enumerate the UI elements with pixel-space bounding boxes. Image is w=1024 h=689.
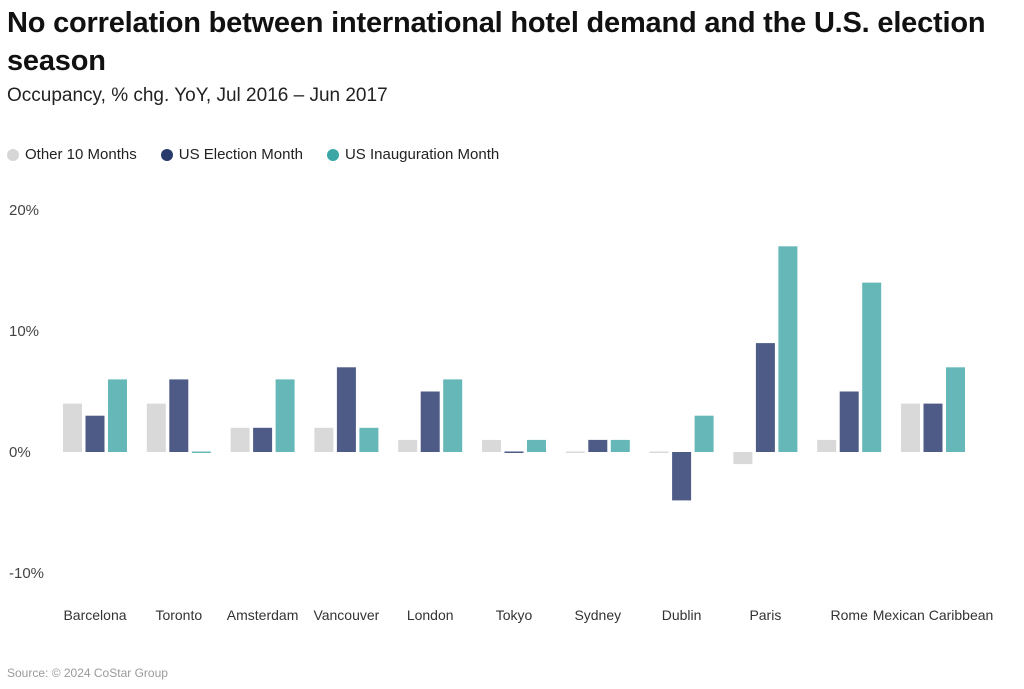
- bar-vancouver-us-election-month[interactable]: [336, 367, 356, 452]
- bar-tokyo-us-election-month[interactable]: [504, 451, 524, 454]
- legend-label: US Election Month: [178, 146, 303, 163]
- bar-sydney-us-inauguration-month[interactable]: [610, 439, 630, 452]
- bar-toronto-us-inauguration-month[interactable]: [191, 451, 211, 454]
- bar-sydney-other-10-months[interactable]: [565, 451, 585, 454]
- x-category-label: Rome: [831, 607, 869, 623]
- x-category-label: Toronto: [155, 607, 202, 623]
- bar-mexican-caribbean-us-inauguration-month[interactable]: [946, 367, 965, 452]
- y-tick-label: -10%: [9, 565, 44, 582]
- legend-dot-icon: [326, 148, 339, 161]
- bar-mexican-caribbean-other-10-months[interactable]: [901, 403, 920, 452]
- x-category-label: Barcelona: [63, 607, 126, 623]
- category-labels: Barcelona Toronto Amsterdam Vancouver London…: [63, 607, 993, 623]
- bar-dublin-us-inauguration-month[interactable]: [694, 415, 714, 452]
- legend-item-us-inauguration-month[interactable]: US Inauguration Month: [326, 146, 500, 163]
- bar-mexican-caribbean-us-election-month[interactable]: [923, 403, 943, 452]
- legend: Other 10 Months US Election Month US Ina…: [7, 146, 523, 163]
- chart-subtitle: Occupancy, % chg. YoY, Jul 2016 – Jun 20…: [7, 85, 388, 106]
- bar-toronto-other-10-months[interactable]: [146, 403, 166, 452]
- y-axis-ticks: 20% 10% 0% -10%: [9, 202, 44, 582]
- source-note: Source: © 2024 CoStar Group: [7, 666, 168, 680]
- bar-vancouver-us-inauguration-month[interactable]: [359, 427, 379, 452]
- bar-barcelona-us-inauguration-month[interactable]: [108, 379, 127, 452]
- bar-barcelona-other-10-months[interactable]: [63, 403, 82, 452]
- bar-paris-us-inauguration-month[interactable]: [778, 246, 798, 452]
- bar-london-us-inauguration-month[interactable]: [443, 379, 463, 452]
- chart-title: No correlation between international hot…: [7, 7, 986, 77]
- bar-amsterdam-us-election-month[interactable]: [253, 427, 273, 452]
- bar-paris-us-election-month[interactable]: [755, 343, 775, 452]
- bar-amsterdam-other-10-months[interactable]: [230, 427, 250, 452]
- legend-label: US Inauguration Month: [344, 146, 500, 163]
- legend-label: Other 10 Months: [25, 146, 137, 163]
- x-category-label: Sydney: [574, 607, 621, 623]
- bar-dublin-us-election-month[interactable]: [672, 452, 692, 501]
- bar-london-other-10-months[interactable]: [398, 439, 418, 452]
- bar-vancouver-other-10-months[interactable]: [314, 427, 334, 452]
- bar-sydney-us-election-month[interactable]: [588, 439, 608, 452]
- x-category-label: London: [407, 607, 454, 623]
- y-tick-label: 20%: [9, 202, 39, 219]
- bar-rome-us-election-month[interactable]: [839, 391, 859, 453]
- bar-rome-other-10-months[interactable]: [817, 439, 837, 452]
- y-tick-label: 10%: [9, 323, 39, 340]
- legend-item-us-election-month[interactable]: US Election Month: [160, 146, 303, 163]
- x-category-label: Vancouver: [313, 607, 379, 623]
- legend-dot-icon: [7, 148, 19, 161]
- bar-paris-other-10-months[interactable]: [733, 452, 753, 465]
- bar-rome-us-inauguration-month[interactable]: [862, 282, 882, 452]
- x-category-label: Mexican Caribbean: [873, 607, 994, 623]
- bar-amsterdam-us-inauguration-month[interactable]: [275, 379, 295, 452]
- bar-dublin-other-10-months[interactable]: [649, 451, 669, 454]
- y-tick-label: 0%: [9, 444, 31, 461]
- x-category-label: Dublin: [662, 607, 702, 623]
- bar-toronto-us-election-month[interactable]: [169, 379, 189, 452]
- bar-tokyo-us-inauguration-month[interactable]: [527, 439, 546, 452]
- legend-dot-icon: [160, 148, 173, 161]
- x-category-label: Paris: [749, 607, 781, 623]
- bar-tokyo-other-10-months[interactable]: [482, 439, 501, 452]
- x-category-label: Tokyo: [496, 607, 533, 623]
- bars: [63, 246, 965, 501]
- x-category-label: Amsterdam: [227, 607, 299, 623]
- legend-item-other-10-months[interactable]: Other 10 Months: [7, 146, 137, 163]
- bar-barcelona-us-election-month[interactable]: [85, 415, 105, 452]
- bar-london-us-election-month[interactable]: [420, 391, 440, 453]
